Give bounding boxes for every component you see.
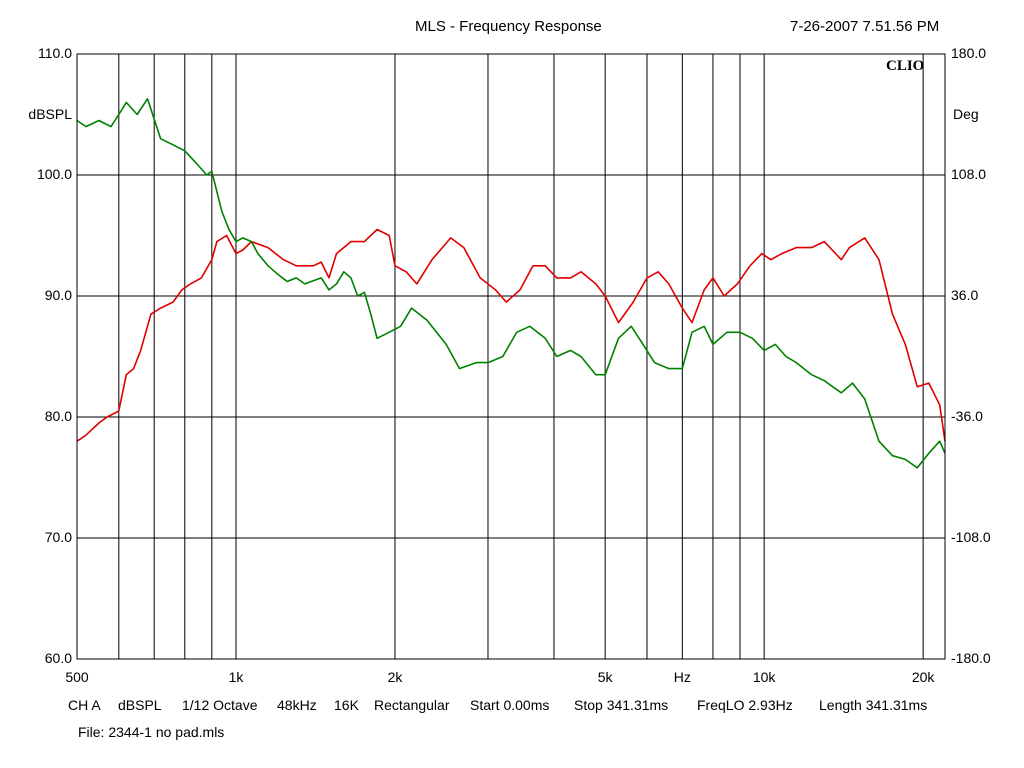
- footer-size: 16K: [334, 697, 359, 713]
- left-axis-label: dBSPL: [28, 105, 72, 122]
- left-tick-label: 110.0: [38, 45, 72, 61]
- x-tick-label: 500: [65, 669, 89, 685]
- footer-smoothing: 1/12 Octave: [182, 697, 258, 713]
- x-tick-label: 2k: [387, 669, 403, 685]
- phase-line: [76, 98, 946, 469]
- right-tick-label: 180.0: [951, 45, 987, 61]
- timestamp: 7-26-2007 7.51.56 PM: [790, 18, 940, 35]
- right-tick-label: -180.0: [951, 650, 991, 666]
- right-tick-label: -108.0: [951, 529, 991, 545]
- series-layer: [76, 98, 946, 469]
- grid: [77, 53, 945, 660]
- footer-stop: Stop 341.31ms: [574, 697, 669, 713]
- x-tick-label: 5k: [597, 669, 613, 685]
- x-tick-label: 1k: [228, 669, 244, 685]
- chart-title: MLS - Frequency Response: [415, 18, 602, 35]
- left-tick-label: 80.0: [44, 408, 72, 424]
- right-tick-label: 36.0: [951, 287, 979, 303]
- footer-file: File: 2344-1 no pad.mls: [78, 724, 225, 740]
- right-tick-label: 108.0: [951, 166, 987, 182]
- footer-freqlo: FreqLO 2.93Hz: [697, 697, 793, 713]
- plot-frame: [76, 53, 946, 660]
- footer-sample-rate: 48kHz: [277, 697, 317, 713]
- left-tick-label: 90.0: [44, 287, 72, 303]
- right-axis-label: Deg: [953, 105, 979, 122]
- left-tick-label: 60.0: [44, 650, 72, 666]
- magnitude-line: [76, 228, 946, 442]
- right-tick-label: -36.0: [951, 408, 983, 424]
- x-tick-label: 20k: [911, 669, 935, 685]
- left-tick-label: 100.0: [36, 166, 72, 182]
- footer-unit: dBSPL: [118, 697, 162, 713]
- x-tick-label: Hz: [673, 669, 691, 685]
- footer-length: Length 341.31ms: [819, 697, 928, 713]
- footer-channel: CH A: [68, 697, 101, 713]
- footer-start: Start 0.00ms: [470, 697, 550, 713]
- left-tick-label: 70.0: [44, 529, 72, 545]
- footer-window: Rectangular: [374, 697, 450, 713]
- clio-logo: CLIO: [886, 58, 925, 74]
- x-tick-label: 10k: [752, 669, 776, 685]
